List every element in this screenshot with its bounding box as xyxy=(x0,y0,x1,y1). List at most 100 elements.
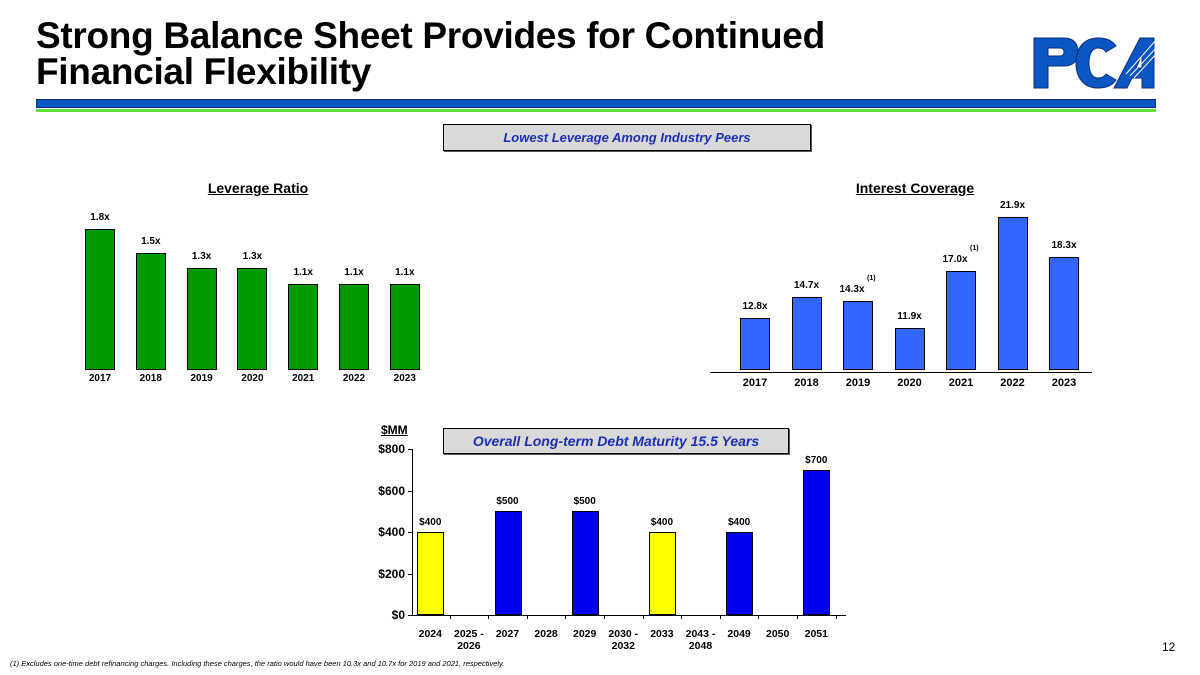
coverage-data-label: 11.9x xyxy=(897,310,922,322)
coverage-axis-line xyxy=(710,372,1092,373)
footnote: (1) Excludes one-time debt refinancing c… xyxy=(10,659,505,668)
debt-x-tick xyxy=(565,615,567,619)
leverage-year-label: 2022 xyxy=(342,373,366,384)
debt-x-label: 2029 xyxy=(573,628,597,640)
coverage-bar xyxy=(1049,256,1079,370)
leverage-bar xyxy=(389,283,420,370)
leverage-data-label: 1.8x xyxy=(90,212,110,223)
debt-bar xyxy=(417,532,445,615)
debt-data-label: $500 xyxy=(496,496,519,508)
debt-data-label: $700 xyxy=(805,454,828,466)
coverage-year-label: 2023 xyxy=(1051,377,1077,389)
leverage-bar xyxy=(237,268,268,370)
debt-bar xyxy=(494,511,522,615)
debt-y-tick xyxy=(408,573,413,575)
debt-y-tick-label: $200 xyxy=(378,566,405,581)
leverage-year-label: 2018 xyxy=(139,373,162,384)
debt-y-tick-label: $0 xyxy=(391,608,405,622)
leverage-data-label: 1.5x xyxy=(141,235,161,247)
debt-data-label: $400 xyxy=(727,517,751,528)
debt-data-label: $400 xyxy=(650,517,674,528)
debt-y-tick-label: $800 xyxy=(378,442,405,456)
page-title: Strong Balance Sheet Provides for Contin… xyxy=(36,15,825,92)
leverage-data-label: 1.1x xyxy=(293,266,313,278)
debt-y-tick-label: $400 xyxy=(378,525,405,539)
leverage-data-label: 1.1x xyxy=(344,266,364,278)
debt-y-tick xyxy=(408,449,413,450)
debt-x-label: 2028 xyxy=(534,628,558,640)
debt-x-tick xyxy=(604,615,605,619)
coverage-data-label: 14.3x xyxy=(839,284,865,296)
debt-y-tick xyxy=(408,532,413,533)
coverage-year-label: 2017 xyxy=(742,377,768,389)
coverage-data-label: 18.3x xyxy=(1051,239,1077,251)
coverage-data-label: 14.7x xyxy=(793,279,820,291)
debt-x-label: 2030 - 2032 xyxy=(608,628,639,652)
debt-x-label: 2043 - 2048 xyxy=(685,628,716,652)
leverage-bar xyxy=(85,229,115,370)
leverage-data-label: 1.3x xyxy=(191,251,212,263)
debt-x-tick xyxy=(681,615,683,619)
coverage-year-label: 2020 xyxy=(897,377,922,389)
coverage-data-label: 21.9x xyxy=(999,199,1026,211)
header-divider-blue xyxy=(36,99,1156,108)
leverage-year-label: 2021 xyxy=(292,373,315,384)
leverage-chart-title: Leverage Ratio xyxy=(207,180,309,196)
debt-maturity-callout: Overall Long-term Debt Maturity 15.5 Yea… xyxy=(443,428,789,454)
debt-data-label: $400 xyxy=(419,517,442,528)
leverage-bar xyxy=(135,252,166,370)
coverage-bar xyxy=(791,296,822,370)
leverage-data-label: 1.3x xyxy=(242,251,263,263)
debt-x-label: 2049 xyxy=(727,628,751,640)
coverage-bar xyxy=(997,216,1028,370)
leverage-bar xyxy=(186,268,217,370)
debt-x-label: 2024 xyxy=(418,628,442,640)
coverage-footnote-mark: (1) xyxy=(867,275,876,283)
debt-x-tick xyxy=(758,615,760,619)
debt-data-label: $500 xyxy=(573,496,596,508)
leverage-data-label: 1.1x xyxy=(395,266,415,278)
coverage-year-label: 2018 xyxy=(794,377,819,389)
debt-x-tick xyxy=(642,615,644,619)
debt-bar xyxy=(648,532,676,615)
leverage-year-label: 2023 xyxy=(393,373,416,384)
coverage-year-label: 2022 xyxy=(1000,377,1025,389)
leverage-bar xyxy=(339,283,369,370)
coverage-footnote-mark: (1) xyxy=(970,245,979,253)
debt-x-tick xyxy=(719,615,721,619)
debt-x-label: 2027 xyxy=(495,628,520,640)
leverage-year-label: 2019 xyxy=(190,373,213,384)
coverage-data-label: 12.8x xyxy=(742,300,768,312)
coverage-bar xyxy=(946,271,976,370)
leverage-year-label: 2020 xyxy=(241,373,264,384)
page-number: 12 xyxy=(1162,640,1176,654)
debt-x-tick xyxy=(449,615,451,619)
debt-y-tick-label: $600 xyxy=(378,483,405,498)
debt-y-tick xyxy=(408,615,413,616)
coverage-data-label: 17.0x xyxy=(942,254,968,266)
debt-x-axis xyxy=(408,615,846,616)
debt-y-tick xyxy=(408,490,413,492)
peers-callout: Lowest Leverage Among Industry Peers xyxy=(443,124,811,151)
debt-x-tick xyxy=(526,615,528,619)
leverage-bar xyxy=(288,283,319,370)
debt-y-axis-label: $MM xyxy=(381,423,408,437)
debt-x-tick xyxy=(835,615,837,619)
debt-x-label: 2033 xyxy=(650,628,674,640)
debt-x-tick xyxy=(488,615,490,619)
coverage-year-label: 2019 xyxy=(845,377,871,389)
coverage-chart-title: Interest Coverage xyxy=(855,180,975,196)
debt-bar xyxy=(803,469,831,615)
header-divider-green xyxy=(36,109,1156,112)
debt-x-label: 2051 xyxy=(804,628,828,640)
debt-x-label: 2025 - 2026 xyxy=(454,628,484,652)
coverage-year-label: 2021 xyxy=(948,377,974,389)
debt-bar xyxy=(571,511,599,615)
coverage-bar xyxy=(740,317,770,370)
pca-logo xyxy=(1033,37,1159,89)
coverage-bar xyxy=(843,301,873,370)
leverage-year-label: 2017 xyxy=(88,373,112,384)
debt-bar xyxy=(726,532,754,615)
coverage-bar xyxy=(894,327,925,370)
debt-x-label: 2050 xyxy=(766,628,790,640)
